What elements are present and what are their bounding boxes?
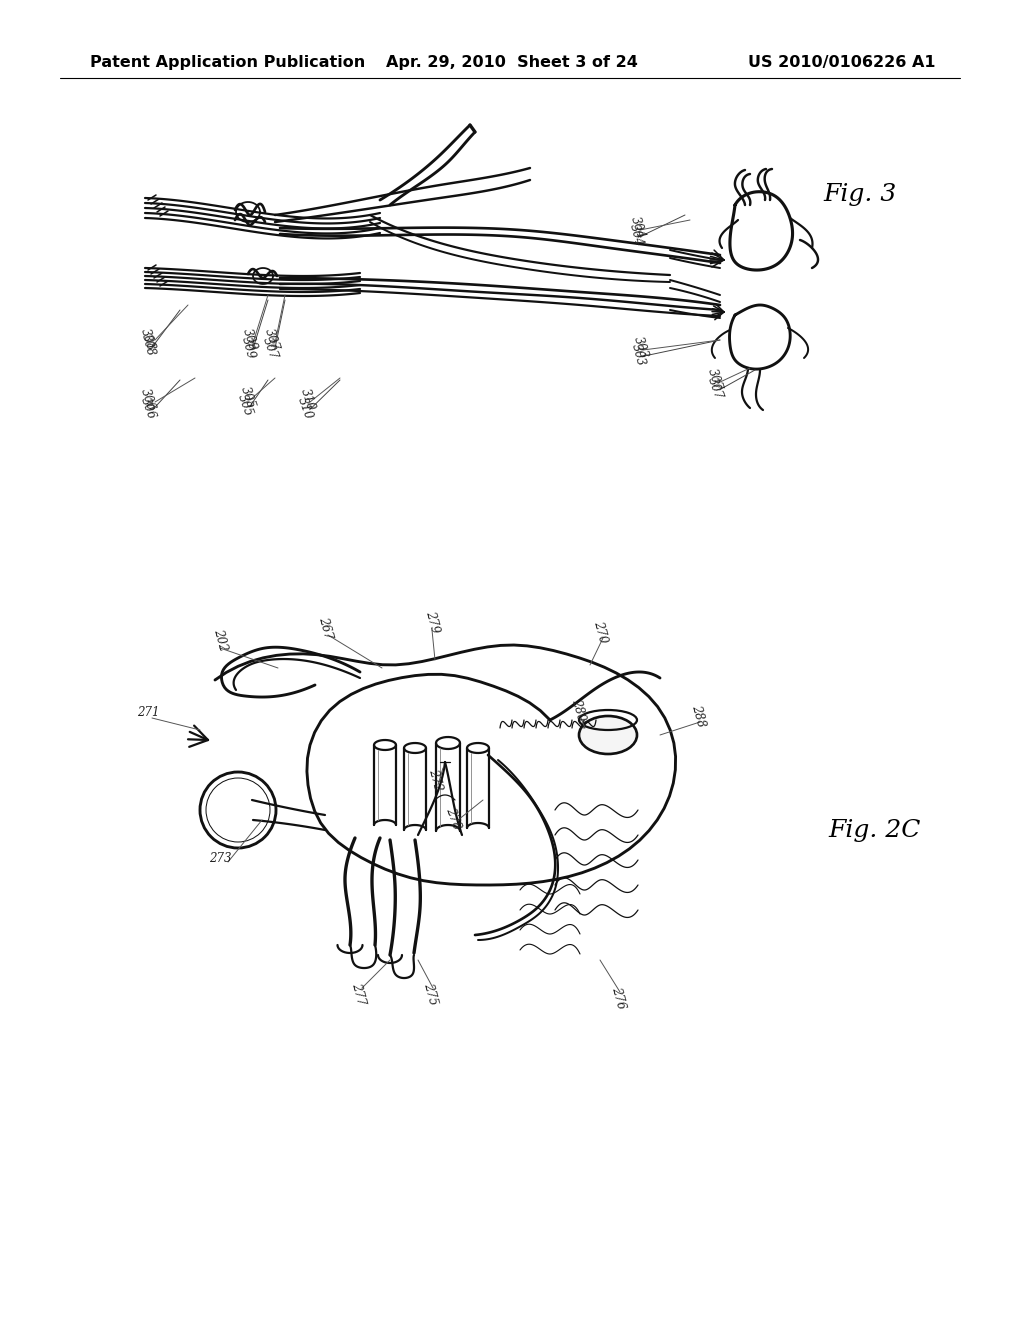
Text: 279: 279: [423, 610, 441, 635]
Text: 273: 273: [209, 851, 231, 865]
Text: 307: 307: [262, 327, 282, 352]
Text: Apr. 29, 2010  Sheet 3 of 24: Apr. 29, 2010 Sheet 3 of 24: [386, 55, 638, 70]
Text: Fig. 2C: Fig. 2C: [828, 818, 922, 842]
Text: 275: 275: [421, 982, 439, 1007]
Text: 202: 202: [211, 627, 229, 652]
Text: 307: 307: [706, 367, 725, 393]
Text: 306: 306: [138, 395, 158, 421]
Text: 270: 270: [591, 619, 609, 644]
Text: 288: 288: [689, 704, 708, 729]
Text: 304: 304: [629, 215, 647, 240]
Text: 303: 303: [632, 335, 650, 360]
Text: 307: 307: [706, 375, 725, 401]
Text: 308: 308: [139, 333, 158, 358]
Text: 307: 307: [260, 335, 280, 360]
Text: 306: 306: [138, 387, 158, 413]
Text: 304: 304: [627, 223, 645, 248]
Text: 267: 267: [315, 615, 334, 640]
Text: 308: 308: [138, 327, 158, 352]
Text: 278: 278: [443, 805, 463, 830]
Ellipse shape: [579, 715, 637, 754]
Text: Fig. 3: Fig. 3: [823, 183, 897, 206]
Text: 305: 305: [239, 385, 258, 411]
Text: 271: 271: [137, 705, 160, 718]
Text: 309: 309: [241, 327, 260, 352]
Text: 277: 277: [349, 982, 368, 1007]
Text: 280: 280: [568, 697, 587, 722]
Text: 310: 310: [295, 395, 315, 421]
Text: Patent Application Publication: Patent Application Publication: [90, 55, 366, 70]
Text: 272: 272: [426, 767, 444, 792]
Text: US 2010/0106226 A1: US 2010/0106226 A1: [748, 55, 935, 70]
Text: 276: 276: [609, 986, 627, 1011]
Text: 309: 309: [239, 335, 257, 360]
Text: 303: 303: [629, 342, 647, 367]
Text: 305: 305: [236, 392, 255, 418]
Text: 310: 310: [298, 387, 317, 413]
